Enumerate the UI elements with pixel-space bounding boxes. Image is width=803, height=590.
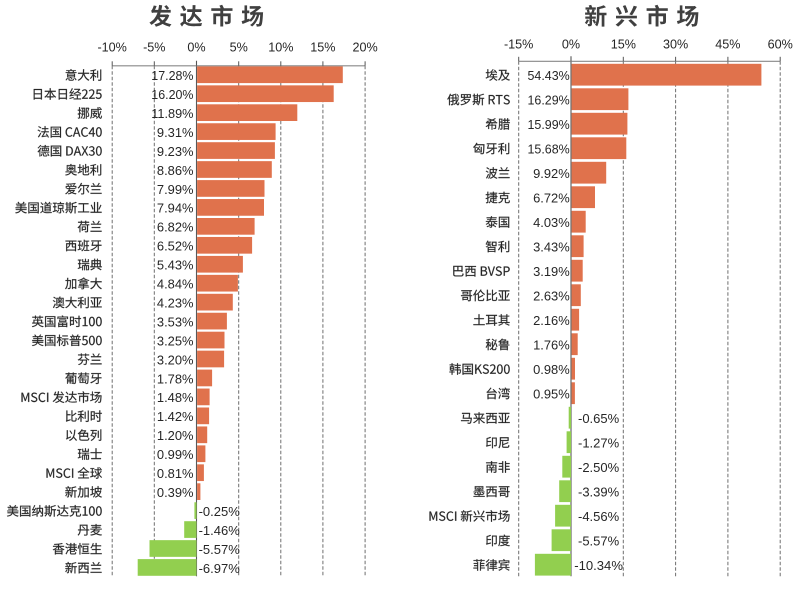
svg-text:3.25%: 3.25% <box>157 333 194 348</box>
svg-text:2.63%: 2.63% <box>533 289 570 304</box>
svg-text:-2.50%: -2.50% <box>578 460 620 475</box>
svg-text:0%: 0% <box>187 41 205 55</box>
svg-text:60%: 60% <box>768 37 793 51</box>
svg-text:15%: 15% <box>611 37 636 51</box>
svg-text:45%: 45% <box>715 37 740 51</box>
svg-text:2.16%: 2.16% <box>533 313 570 328</box>
svg-text:1.76%: 1.76% <box>533 338 570 353</box>
svg-text:-10.34%: -10.34% <box>574 558 623 573</box>
svg-text:6.52%: 6.52% <box>157 239 194 254</box>
svg-text:16.29%: 16.29% <box>528 93 571 108</box>
svg-text:-5.57%: -5.57% <box>199 542 241 557</box>
svg-text:0.95%: 0.95% <box>533 387 570 402</box>
svg-text:4.03%: 4.03% <box>533 215 570 230</box>
svg-text:3.20%: 3.20% <box>157 352 194 367</box>
svg-text:7.99%: 7.99% <box>157 182 194 197</box>
svg-text:1.48%: 1.48% <box>157 390 194 405</box>
svg-text:9.31%: 9.31% <box>157 125 194 140</box>
svg-text:-1.46%: -1.46% <box>199 523 241 538</box>
svg-text:6.72%: 6.72% <box>533 191 570 206</box>
svg-text:10%: 10% <box>268 41 293 55</box>
svg-text:5%: 5% <box>230 41 248 55</box>
svg-text:0.39%: 0.39% <box>157 485 194 500</box>
svg-text:-4.56%: -4.56% <box>578 509 620 524</box>
svg-text:-1.27%: -1.27% <box>578 436 620 451</box>
svg-text:15.99%: 15.99% <box>528 117 571 132</box>
svg-text:6.82%: 6.82% <box>157 220 194 235</box>
svg-text:11.89%: 11.89% <box>151 106 194 121</box>
svg-text:8.86%: 8.86% <box>157 163 194 178</box>
svg-text:0.81%: 0.81% <box>157 466 194 481</box>
svg-text:-6.97%: -6.97% <box>199 561 241 576</box>
svg-text:9.92%: 9.92% <box>533 166 570 181</box>
svg-text:-0.65%: -0.65% <box>578 411 620 426</box>
svg-text:4.84%: 4.84% <box>157 277 194 292</box>
svg-text:9.23%: 9.23% <box>157 144 194 159</box>
svg-text:17.28%: 17.28% <box>151 68 194 83</box>
svg-text:20%: 20% <box>352 41 377 55</box>
svg-text:15.68%: 15.68% <box>528 142 571 157</box>
svg-text:1.78%: 1.78% <box>157 371 194 386</box>
svg-text:0.98%: 0.98% <box>533 362 570 377</box>
svg-text:-3.39%: -3.39% <box>578 485 620 500</box>
svg-text:30%: 30% <box>663 37 688 51</box>
svg-text:-10%: -10% <box>97 41 126 55</box>
svg-text:0%: 0% <box>562 37 580 51</box>
svg-text:3.43%: 3.43% <box>533 240 570 255</box>
svg-text:-5.57%: -5.57% <box>578 534 620 549</box>
svg-text:54.43%: 54.43% <box>528 68 571 83</box>
svg-text:7.94%: 7.94% <box>157 201 194 216</box>
svg-text:3.19%: 3.19% <box>533 264 570 279</box>
svg-text:4.23%: 4.23% <box>157 295 194 310</box>
svg-text:15%: 15% <box>310 41 335 55</box>
svg-text:5.43%: 5.43% <box>157 258 194 273</box>
svg-text:16.20%: 16.20% <box>151 87 194 102</box>
svg-text:1.20%: 1.20% <box>157 428 194 443</box>
svg-text:-15%: -15% <box>504 37 533 51</box>
svg-text:3.53%: 3.53% <box>157 314 194 329</box>
svg-text:0.99%: 0.99% <box>157 447 194 462</box>
svg-text:-0.25%: -0.25% <box>199 504 241 519</box>
svg-text:1.42%: 1.42% <box>157 409 194 424</box>
svg-text:-5%: -5% <box>143 41 165 55</box>
